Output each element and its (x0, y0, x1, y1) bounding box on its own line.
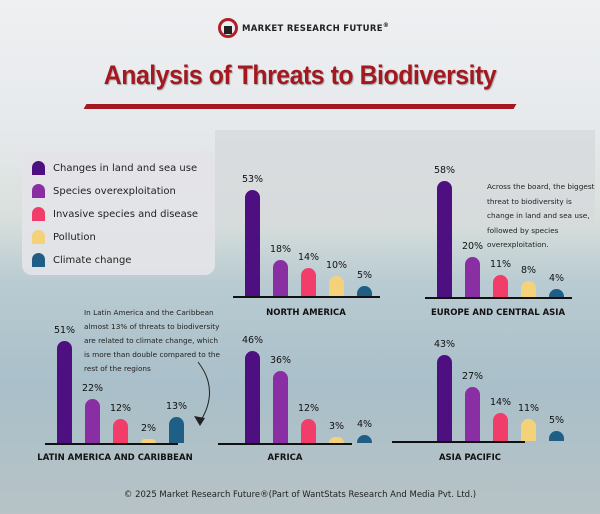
bar-1-1 (465, 257, 480, 297)
factory-backdrop (215, 130, 595, 225)
bar-4-0 (437, 355, 452, 441)
data-label: 12% (297, 403, 320, 414)
bar-0-2 (301, 268, 316, 296)
baseline-axis (392, 441, 525, 443)
legend-label: Species overexploitation (53, 185, 176, 197)
latin-note: In Latin America and the Caribbean almos… (84, 308, 221, 373)
data-label: 2% (140, 423, 157, 434)
brand-name: MARKET RESEARCH FUTURE (242, 23, 383, 34)
data-label: 4% (548, 273, 565, 284)
data-label: 5% (356, 270, 373, 281)
legend-label: Climate change (53, 254, 132, 266)
bar-2-3 (141, 439, 156, 443)
bar-2-0 (57, 341, 72, 443)
data-label: 27% (461, 371, 484, 382)
data-label: 18% (269, 244, 292, 255)
bar-3-1 (273, 371, 288, 443)
bar-4-1 (465, 387, 480, 441)
legend-item: Pollution (32, 230, 96, 244)
data-label: 8% (520, 265, 537, 276)
data-label: 36% (269, 355, 292, 366)
legend-swatch (32, 253, 45, 267)
region-label: AFRICA (267, 453, 303, 463)
data-label: 4% (356, 419, 373, 430)
data-label: 13% (165, 401, 188, 412)
bar-3-3 (329, 437, 344, 443)
legend-swatch (32, 161, 45, 175)
data-label: 5% (548, 415, 565, 426)
data-label: 14% (489, 397, 512, 408)
bar-2-2 (113, 419, 128, 443)
legend-item: Climate change (32, 253, 131, 267)
legend-label: Changes in land and sea use (53, 162, 198, 174)
bar-0-0 (245, 190, 260, 296)
legend-swatch (32, 207, 45, 221)
bar-4-4 (549, 431, 564, 441)
data-label: 46% (241, 335, 264, 346)
bar-4-3 (521, 419, 536, 441)
region-label: EUROPE AND CENTRAL ASIA (430, 308, 566, 318)
baseline-axis (218, 443, 352, 445)
legend-swatch (32, 184, 45, 198)
data-label: 14% (297, 252, 320, 263)
page-title: Analysis of Threats to Biodiversity (103, 60, 497, 90)
bar-0-3 (329, 276, 344, 296)
data-label: 11% (489, 259, 512, 270)
data-label: 10% (325, 260, 348, 271)
data-label: 43% (433, 339, 456, 350)
arrow-icon (194, 361, 210, 426)
bar-1-3 (521, 281, 536, 297)
bar-1-2 (493, 275, 508, 297)
copyright-footer: © 2025 Market Research Future®(Part of W… (123, 490, 477, 500)
data-label: 12% (109, 403, 132, 414)
bar-2-1 (85, 399, 100, 443)
bar-3-4 (357, 435, 372, 443)
baseline-axis (425, 297, 572, 299)
bar-1-0 (437, 181, 452, 297)
data-label: 11% (517, 403, 540, 414)
bar-0-4 (357, 286, 372, 296)
baseline-axis (233, 296, 380, 298)
data-label: 20% (461, 241, 484, 252)
bar-4-2 (493, 413, 508, 441)
legend-label: Pollution (53, 231, 96, 243)
data-label: 58% (433, 165, 456, 176)
europe-note: Across the board, the biggest threat to … (487, 182, 595, 249)
data-label: 22% (81, 383, 104, 394)
baseline-axis (45, 443, 178, 445)
legend-item: Changes in land and sea use (32, 161, 197, 175)
data-label: 3% (328, 421, 345, 432)
brand-logo: MARKET RESEARCH FUTURE® (218, 18, 389, 38)
region-label: LATIN AMERICA AND CARIBBEAN (37, 453, 193, 463)
legend-swatch (32, 230, 45, 244)
legend-item: Species overexploitation (32, 184, 176, 198)
bar-3-2 (301, 419, 316, 443)
data-label: 53% (241, 174, 264, 185)
legend: Changes in land and sea use Species overe… (22, 150, 215, 275)
region-label: ASIA PACIFIC (438, 453, 502, 463)
bar-3-0 (245, 351, 260, 443)
logo-icon (218, 18, 238, 38)
bar-1-4 (549, 289, 564, 297)
region-label: NORTH AMERICA (266, 308, 346, 318)
data-label: 51% (53, 325, 76, 336)
legend-label: Invasive species and disease (53, 208, 199, 220)
bar-0-1 (273, 260, 288, 296)
legend-item: Invasive species and disease (32, 207, 198, 221)
bar-2-4 (169, 417, 184, 443)
title-underline (83, 104, 517, 109)
registered-mark: ® (382, 22, 390, 30)
